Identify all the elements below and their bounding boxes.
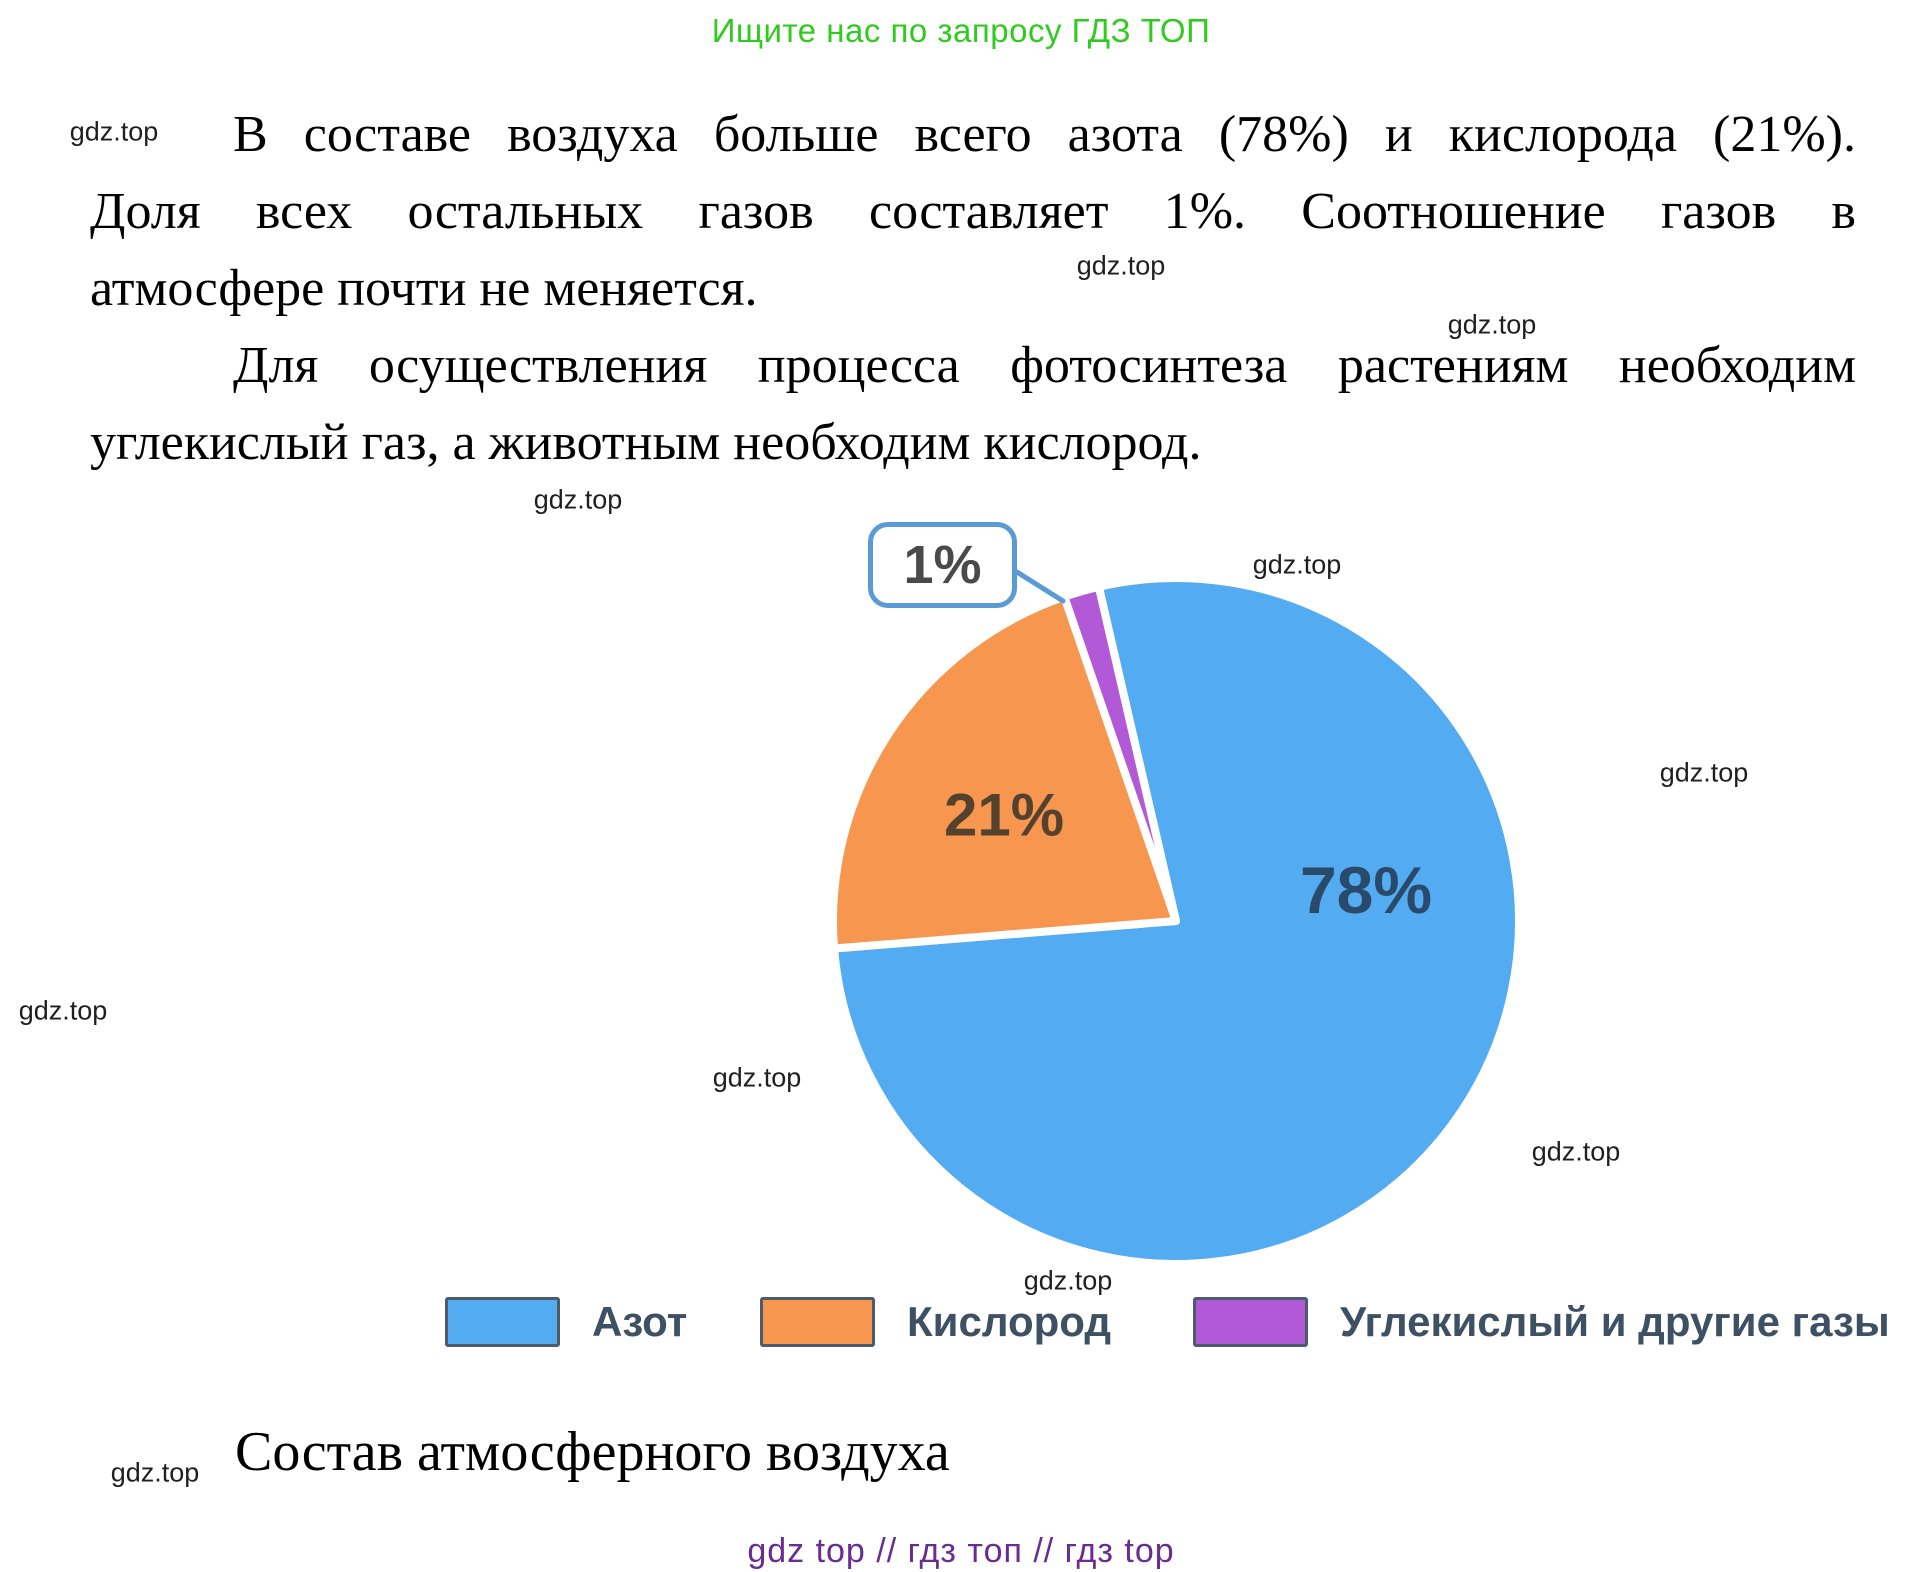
legend-swatch-oxygen xyxy=(760,1297,875,1347)
legend-swatch-nitrogen xyxy=(445,1297,560,1347)
pie-label-nitrogen: 78% xyxy=(1299,853,1433,927)
paragraph2-line1: Для осуществления процесса фотосинтеза р… xyxy=(233,337,1856,394)
pie-chart xyxy=(829,569,1523,1268)
watermark: gdz.top xyxy=(1076,250,1166,281)
body-text: В составе воздуха больше всего азота (78… xyxy=(90,96,1856,481)
callout-1-percent: 1% xyxy=(868,522,1017,608)
figure-caption: Состав атмосферного воздуха xyxy=(235,1421,950,1483)
pie-label-oxygen: 21% xyxy=(943,781,1065,849)
legend-label-oxygen: Кислород xyxy=(907,1298,1112,1345)
watermark: gdz.top xyxy=(69,116,159,147)
watermark: gdz.top xyxy=(1252,549,1342,580)
footer-watermark: gdz top // гдз топ // гдз top xyxy=(747,1532,1175,1570)
watermark: gdz.top xyxy=(1023,1265,1113,1296)
legend-item-oxygen: Кислород xyxy=(760,1297,1111,1347)
pie-slice-2 xyxy=(829,592,1180,953)
watermark: gdz.top xyxy=(18,995,108,1026)
watermark: gdz.top xyxy=(712,1062,802,1093)
promo-header: Ищите нас по запросу ГДЗ ТОП xyxy=(711,12,1211,49)
watermark: gdz.top xyxy=(533,484,623,515)
paragraph2-line2: углекислый газ, а животным необходим кис… xyxy=(90,414,1202,471)
callout-leader-line xyxy=(1014,569,1066,604)
legend-swatch-co2-other xyxy=(1193,1297,1308,1347)
watermark: gdz.top xyxy=(1531,1136,1621,1167)
watermark: gdz.top xyxy=(1659,757,1749,788)
legend-label-nitrogen: Азот xyxy=(592,1298,688,1345)
paragraph1-line2: Доля всех остальных газов составляет 1%.… xyxy=(90,183,1856,240)
paragraph1-line3: атмосфере почти не меняется. xyxy=(90,260,758,317)
watermark: gdz.top xyxy=(1447,309,1537,340)
legend-item-nitrogen: Азот xyxy=(445,1297,687,1347)
legend-label-co2-other: Углекислый и другие газы xyxy=(1340,1298,1890,1345)
watermark: gdz.top xyxy=(110,1457,200,1488)
legend-item-co2-other: Углекислый и другие газы xyxy=(1193,1297,1890,1347)
paragraph1-line1: В составе воздуха больше всего азота (78… xyxy=(233,106,1856,163)
pie-slice-3 xyxy=(1060,582,1180,925)
